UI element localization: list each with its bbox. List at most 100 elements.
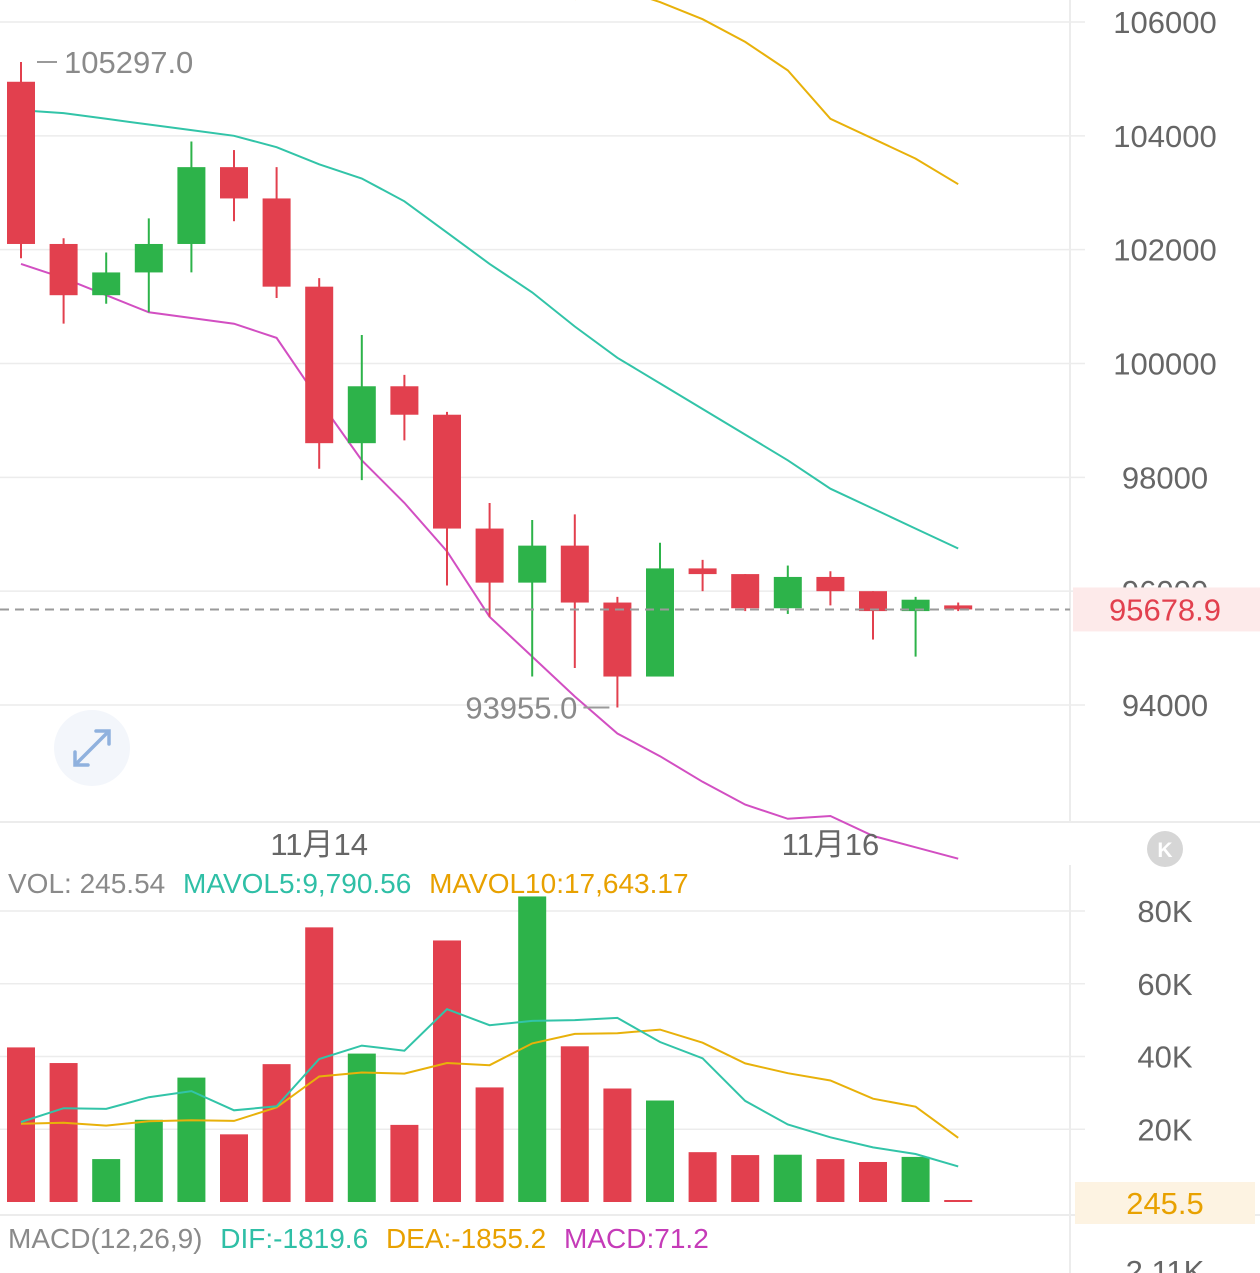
- x-axis-label-nov16: 11月16: [782, 827, 880, 862]
- macd-header: MACD(12,26,9) DIF:-1819.6 DEA:-1855.2 MA…: [8, 1223, 709, 1254]
- macd-value: MACD:71.2: [564, 1223, 709, 1254]
- volume-bar: [347, 1053, 376, 1202]
- candle: [901, 596, 930, 657]
- grid-lines: [0, 21, 1085, 706]
- candle-body: [944, 605, 973, 610]
- price-tick-label: 102000: [1113, 233, 1216, 268]
- candle-body: [816, 576, 845, 592]
- mavol10-line: [20, 1028, 959, 1139]
- candle: [773, 565, 802, 614]
- candle: [7, 62, 35, 259]
- volume-value: VOL: 245.54: [8, 868, 165, 899]
- price-tick-label: 98000: [1122, 460, 1208, 495]
- volume-last-value: 245.5: [1126, 1186, 1204, 1221]
- macd-dif: DIF:-1819.6: [220, 1223, 368, 1254]
- moving-average-lines: [20, 0, 959, 860]
- volume-bar: [177, 1077, 206, 1202]
- candle: [262, 167, 291, 299]
- candle: [347, 335, 376, 481]
- volume-bars: [7, 896, 973, 1202]
- ma-short-line: [20, 262, 959, 860]
- volume-average-lines: [20, 1008, 959, 1168]
- candle: [603, 596, 632, 708]
- candle: [433, 411, 461, 586]
- candle: [177, 141, 206, 273]
- volume-last-tag: [1075, 1182, 1255, 1224]
- price-tick-label: 94000: [1122, 688, 1208, 723]
- price-tick-label: 100000: [1113, 347, 1216, 382]
- candle-body: [390, 386, 419, 415]
- candlesticks: [7, 62, 973, 708]
- expand-chart-button[interactable]: [54, 710, 130, 786]
- expand-arrows-icon: [73, 729, 111, 767]
- ma-mid-line: [20, 109, 959, 550]
- volume-axis: 80K 60K 40K 20K: [1137, 894, 1192, 1147]
- candle: [560, 514, 589, 669]
- candle: [305, 278, 334, 469]
- volume-tick-label: 80K: [1137, 894, 1192, 929]
- candle: [220, 150, 248, 222]
- volume-bar: [816, 1159, 845, 1202]
- candle-body: [773, 576, 802, 609]
- volume-bar: [603, 1088, 632, 1202]
- candle: [475, 502, 504, 617]
- volume-bar: [49, 1063, 78, 1202]
- mavol5-line: [20, 1008, 959, 1168]
- volume-bar: [134, 1119, 163, 1202]
- volume-bar: [859, 1161, 887, 1202]
- candle-body: [560, 545, 589, 603]
- low-price-label: 93955.0: [465, 691, 577, 726]
- candle: [859, 591, 887, 640]
- volume-bar: [646, 1100, 674, 1202]
- candle: [518, 520, 547, 677]
- macd-dea: DEA:-1855.2: [386, 1223, 546, 1254]
- candle-body: [262, 198, 291, 287]
- candle: [731, 574, 760, 612]
- candle-body: [646, 568, 674, 677]
- candle-body: [433, 414, 461, 529]
- macd-params: MACD(12,26,9): [8, 1223, 203, 1254]
- candle-body: [731, 574, 760, 609]
- candle: [92, 252, 121, 304]
- price-tick-label: 104000: [1113, 119, 1216, 154]
- candle: [49, 238, 78, 324]
- volume-bar: [731, 1155, 760, 1202]
- x-axis-label-nov14: 11月14: [270, 827, 368, 862]
- current-price-tag: [1073, 587, 1260, 632]
- candle-body: [305, 286, 334, 444]
- volume-tick-label: 60K: [1137, 967, 1192, 1002]
- candle-body: [347, 386, 376, 444]
- candle-body: [901, 599, 930, 612]
- volume-bar: [433, 940, 461, 1202]
- candle-body: [220, 167, 248, 199]
- candle-body: [49, 243, 78, 296]
- candle-body: [475, 528, 504, 583]
- candle: [816, 571, 845, 606]
- volume-bar: [944, 1200, 973, 1202]
- volume-bar: [560, 1046, 589, 1202]
- volume-bar: [92, 1159, 121, 1202]
- ma-long-line: [575, 0, 959, 186]
- candle-body: [688, 568, 717, 575]
- volume-bar: [262, 1064, 291, 1202]
- mavol10-value: MAVOL10:17,643.17: [429, 868, 688, 899]
- k-line-toggle-button[interactable]: K: [1147, 831, 1183, 867]
- volume-tick-label: 20K: [1137, 1112, 1192, 1147]
- volume-bar: [901, 1156, 930, 1202]
- candle-body: [92, 272, 121, 296]
- volume-bar: [7, 1047, 35, 1202]
- candle-body: [134, 243, 163, 273]
- volume-bar: [390, 1124, 419, 1202]
- volume-bar: [475, 1087, 504, 1202]
- volume-bar: [773, 1154, 802, 1202]
- volume-bar: [220, 1134, 248, 1202]
- k-icon: K: [1157, 839, 1172, 862]
- candle-body: [859, 591, 887, 612]
- candle: [944, 602, 973, 612]
- candle-body: [177, 167, 206, 244]
- candle: [688, 559, 717, 592]
- candle: [646, 542, 674, 677]
- current-price-value: 95678.9: [1109, 592, 1221, 627]
- candle: [134, 218, 163, 313]
